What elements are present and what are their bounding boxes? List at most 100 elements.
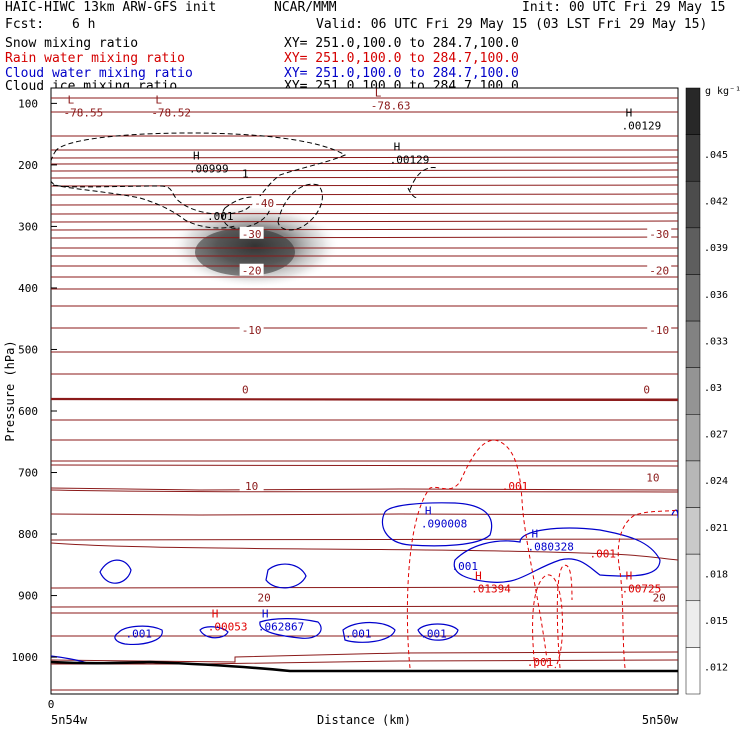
- temperature-contour: [51, 228, 678, 231]
- extremum-value: .00053: [208, 620, 248, 633]
- x-left-location: 5n54w: [51, 713, 88, 727]
- colorbar-label: .033: [704, 336, 728, 347]
- extremum-value: -78.55: [64, 107, 104, 120]
- temperature-contour: [51, 162, 678, 165]
- cloud-water-contours: [51, 502, 678, 665]
- temperature-contour: [51, 169, 678, 172]
- x-axis-title: Distance (km): [317, 713, 411, 727]
- colorbar-segment: [685, 507, 701, 555]
- y-tick-label: 800: [18, 528, 38, 541]
- field-snow-xy: XY= 251.0,100.0 to 284.7,100.0: [284, 36, 519, 51]
- field-rain-name: Rain water mixing ratio: [5, 51, 186, 66]
- y-tick-label: 200: [18, 159, 38, 172]
- x-tick-zero: 0: [48, 698, 55, 711]
- temperature-label: 20: [258, 591, 271, 604]
- cloud-water-contour: [342, 621, 396, 643]
- temperature-contour: [51, 236, 678, 239]
- temperature-label-bg: [647, 322, 672, 335]
- colorbar-segment: [685, 647, 701, 695]
- temperature-label-bg: [233, 382, 258, 395]
- temperature-label-bg: [239, 322, 264, 335]
- field-cloudwater-xy: XY= 251.0,100.0 to 284.7,100.0: [284, 66, 519, 81]
- snow-contour: [407, 187, 417, 198]
- extremum-value: .00129: [622, 120, 662, 133]
- extremum-value: -78.52: [151, 107, 191, 120]
- colorbar-unit: g kg⁻¹: [705, 86, 740, 97]
- temperature-label: 0: [643, 383, 650, 396]
- cloud-water-contour: [417, 623, 459, 641]
- extremum-value: .00129: [390, 153, 430, 166]
- temperature-contour: [51, 651, 678, 663]
- extremum-mark: L: [375, 86, 382, 99]
- temperature-label: 10: [245, 480, 258, 493]
- temperature-contour: [51, 193, 678, 196]
- plot-frame: [50, 87, 679, 695]
- temperature-contour: [51, 487, 678, 491]
- temperature-label-bg: [634, 382, 659, 395]
- y-tick-label: 400: [18, 282, 38, 295]
- temperature-label-bg: [252, 196, 277, 209]
- colorbar-label: .018: [704, 569, 728, 580]
- temperature-contour: [51, 542, 678, 561]
- rain-contours: [406, 439, 678, 669]
- cloud-ice-core: [195, 228, 295, 276]
- temperature-label: -20: [649, 265, 669, 278]
- cloud-water-contour: [453, 527, 661, 583]
- y-tick-label: 1000: [12, 651, 39, 664]
- contour-label: .001: [420, 628, 447, 641]
- cloud-water-contour: [259, 618, 322, 639]
- extremum-mark: H: [212, 607, 219, 620]
- temperature-label: -30: [242, 228, 262, 241]
- extremum-value: .00999: [189, 163, 229, 176]
- rain-contour: [617, 509, 678, 669]
- temperature-contour: [51, 489, 678, 493]
- forecast-label: Fcst:: [5, 17, 45, 32]
- contour-label: .001: [590, 548, 617, 561]
- extremum-value: .062867: [258, 620, 304, 633]
- colorbar-segment: [685, 274, 701, 322]
- temperature-contour: [51, 538, 678, 541]
- y-tick-label: 500: [18, 343, 38, 356]
- init-time: Init: 00 UTC Fri 29 May 15: [522, 0, 726, 15]
- contour-label: .001: [207, 210, 234, 223]
- colorbar-segment: [685, 87, 701, 135]
- temperature-label: -20: [242, 265, 262, 278]
- temperature-label-bg: [252, 590, 277, 603]
- cloud-water-contour: [99, 559, 132, 584]
- temperature-contour: [51, 176, 678, 179]
- extremum-mark: H: [475, 569, 482, 582]
- cloud-water-contour: [265, 563, 307, 589]
- temperature-contour: [51, 605, 678, 608]
- extremum-mark: H: [394, 140, 401, 153]
- temperature-label: 20: [653, 591, 666, 604]
- colorbar-segment: [685, 600, 701, 648]
- extremum-mark: L: [155, 94, 162, 107]
- extremum-mark: H: [532, 527, 539, 540]
- rain-contour: [406, 439, 549, 669]
- y-tick-label: 600: [18, 405, 38, 418]
- snow-contour: [221, 196, 271, 229]
- colorbar-segment: [685, 414, 701, 462]
- colorbar: .045 .042 .039 .036 .033 .03 .027 .024 .021 .018.…: [685, 87, 728, 695]
- rain-contour: [532, 574, 563, 669]
- colorbar-segment: [685, 227, 701, 275]
- temperature-label-bg: [647, 590, 672, 603]
- temperature-label: 10: [646, 471, 659, 484]
- extremum-mark: H: [626, 107, 633, 120]
- colorbar-label: .012: [704, 663, 728, 674]
- temperature-label-bg: [239, 263, 264, 276]
- colorbar-label: .045: [704, 150, 728, 161]
- contour-label: .001: [345, 628, 372, 641]
- x-right-location: 5n50w: [642, 713, 679, 727]
- y-axis: 100 200 300 400 500 600 700 800 900 1000: [12, 97, 57, 664]
- colorbar-label: .036: [704, 290, 728, 301]
- colorbar-label: .024: [704, 476, 728, 487]
- snow-contour: [409, 166, 439, 191]
- contour-label: .001: [452, 560, 479, 573]
- snow-contour: [52, 184, 236, 229]
- y-tick-label: 700: [18, 467, 38, 480]
- temperature-contour: [51, 513, 678, 516]
- y-tick-label: 300: [18, 220, 38, 233]
